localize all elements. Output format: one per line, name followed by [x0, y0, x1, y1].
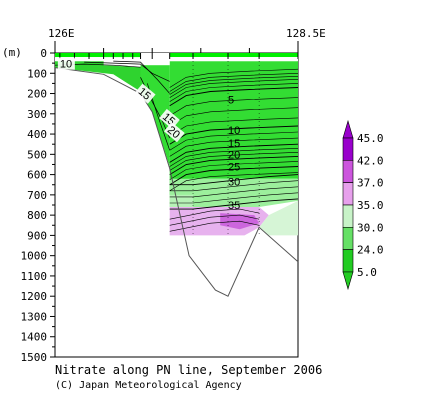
- y-tick-label: 500: [27, 148, 47, 161]
- shelf-field: [55, 61, 141, 92]
- contour-label: 10: [60, 59, 72, 71]
- y-tick-label: 200: [27, 88, 47, 101]
- contour-line: [169, 79, 298, 98]
- y-tick-label: 1000: [21, 250, 48, 263]
- colorbar-label: 42.0: [357, 154, 384, 167]
- colorbar-top-arrow: [342, 119, 354, 139]
- colorbar-label: 24.0: [357, 244, 384, 257]
- y-tick-label: 1400: [21, 331, 48, 344]
- contour-label: 15: [228, 138, 240, 150]
- x-axis-top: 126E 128.5E: [48, 27, 326, 53]
- contour-lines: [55, 60, 298, 232]
- contour-line: [169, 174, 298, 186]
- colorbar-label: 5.0: [357, 266, 377, 279]
- contour-label-bg: [57, 57, 75, 70]
- contour-line: [169, 186, 298, 198]
- contour-label-bg: [163, 122, 185, 143]
- colorbar-segment: [342, 137, 354, 161]
- contour-label: 30: [228, 177, 240, 189]
- contour-label: 20: [228, 149, 240, 161]
- contour-line: [169, 131, 298, 151]
- nodata-notch: [140, 53, 170, 66]
- contour-line: [169, 143, 298, 163]
- colorbar-segment: [342, 227, 354, 250]
- contour-line: [169, 87, 298, 107]
- contour-line: [169, 172, 298, 192]
- contour-line: [169, 192, 298, 204]
- contour-line: [169, 76, 298, 95]
- contour-line: [169, 107, 298, 127]
- y-tick-label: 1200: [21, 290, 48, 303]
- colorbar-segment: [342, 204, 354, 228]
- contour-line: [169, 220, 260, 232]
- station-ticks: [59, 53, 299, 236]
- colorbar-segment: [342, 160, 354, 183]
- contour-label: 35: [228, 200, 240, 212]
- colorbar-label: 45.0: [357, 132, 384, 145]
- contour-line: [169, 198, 298, 210]
- contour-line: [169, 73, 298, 92]
- colorbar-segment: [342, 249, 354, 273]
- contour-line: [84, 61, 170, 82]
- chart-title: Nitrate along PN line, September 2006: [55, 363, 322, 377]
- basin-mid-field: [169, 178, 298, 207]
- y-axis-unit: (m): [2, 46, 22, 59]
- nodata-strip: [55, 57, 104, 62]
- x-tick-label: 128.5E: [286, 27, 326, 40]
- contour-line: [169, 166, 298, 186]
- x-tick-label: 126E: [48, 27, 75, 40]
- y-tick-label: 800: [27, 209, 47, 222]
- deep-east-field: [259, 200, 298, 236]
- colorbar-segment: [342, 182, 354, 206]
- contour-line: [113, 60, 170, 94]
- y-tick-label: 300: [27, 108, 47, 121]
- contour-label-bg: [159, 108, 180, 130]
- basin-mid-field-west: [169, 194, 193, 207]
- nodata-strip-east: [169, 57, 298, 62]
- colorbar-label: 37.0: [357, 177, 384, 190]
- y-tick-label: 1500: [21, 351, 48, 364]
- surface-layer: [55, 53, 298, 58]
- y-tick-label: 400: [27, 128, 47, 141]
- contour-line: [169, 208, 260, 220]
- y-tick-label: 1300: [21, 310, 48, 323]
- y-tick-label: 0: [40, 47, 47, 60]
- credit-text: (C) Japan Meteorological Agency: [55, 380, 242, 391]
- bottom-topography-line: [54, 67, 299, 297]
- contour-line: [169, 161, 298, 180]
- contour-line: [169, 83, 298, 102]
- colorbar-bottom-arrow: [342, 271, 354, 291]
- y-tick-label: 900: [27, 229, 47, 242]
- contour-line: [169, 137, 298, 157]
- colorbar: 45.0 42.0 37.0 35.0 30.0 24.0 5.0: [342, 119, 384, 291]
- slope-field: [140, 61, 170, 167]
- contour-line: [169, 214, 260, 226]
- contour-line: [169, 152, 298, 171]
- y-tick-label: 700: [27, 189, 47, 202]
- contour-line: [169, 155, 298, 175]
- contour-label-bg: [134, 83, 156, 104]
- contour-line: [169, 180, 298, 192]
- colorbar-label: 30.0: [357, 221, 384, 234]
- contour-label: 25: [228, 162, 240, 174]
- contour-label: 10: [228, 125, 240, 137]
- y-tick-label: 1100: [21, 270, 48, 283]
- y-axis: 0 100 200 300 400 500 600 700 800 900 1000 1100 1200…: [21, 47, 55, 364]
- y-tick-label: 600: [27, 169, 47, 182]
- contour-line: [169, 148, 298, 167]
- contour-line: [169, 97, 298, 117]
- y-tick-label: 100: [27, 67, 47, 80]
- contour-line: [169, 68, 298, 88]
- contour-label: 5: [228, 95, 234, 107]
- colorbar-label: 35.0: [357, 199, 384, 212]
- contour-line: [169, 117, 298, 137]
